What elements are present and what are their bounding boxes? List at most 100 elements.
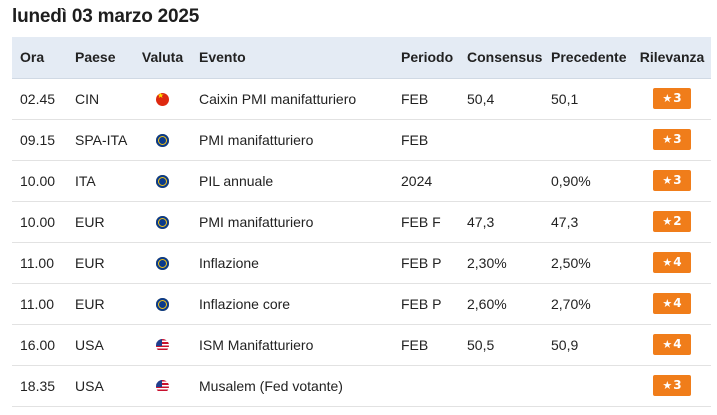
- table-row: 18.35 USA Musalem (Fed votante) ★3: [12, 365, 711, 407]
- cell-paese: ITA: [67, 160, 134, 202]
- cell-ora: 09.15: [12, 119, 67, 161]
- cell-consensus: [459, 365, 543, 407]
- relevance-value: 3: [673, 91, 682, 105]
- cell-valuta: [134, 78, 191, 120]
- star-icon: ★: [662, 297, 673, 310]
- relevance-badge[interactable]: ★4: [653, 293, 691, 314]
- cell-precedente: 47,3: [543, 201, 633, 243]
- cell-rilevanza: ★3: [633, 78, 711, 120]
- cell-consensus: [459, 160, 543, 202]
- cell-periodo: FEB F: [393, 201, 459, 243]
- us-flag-icon: [156, 338, 169, 352]
- page-title: lunedì 03 marzo 2025: [12, 6, 200, 27]
- cell-rilevanza: ★3: [633, 365, 711, 407]
- relevance-badge[interactable]: ★3: [653, 88, 691, 109]
- cell-evento: Inflazione: [191, 242, 393, 284]
- header-consensus: Consensus: [459, 37, 543, 79]
- relevance-value: 3: [673, 378, 682, 392]
- cell-paese: USA: [67, 324, 134, 366]
- header-rilevanza: Rilevanza: [633, 37, 711, 79]
- cell-periodo: FEB: [393, 119, 459, 161]
- cell-paese: EUR: [67, 242, 134, 284]
- cell-paese: EUR: [67, 201, 134, 243]
- header-valuta: Valuta: [134, 37, 191, 79]
- relevance-value: 4: [673, 296, 682, 310]
- cell-ora: 11.00: [12, 242, 67, 284]
- star-icon: ★: [662, 338, 673, 351]
- cell-paese: EUR: [67, 283, 134, 325]
- relevance-badge[interactable]: ★3: [653, 375, 691, 396]
- table-row: 16.00 USA ISM Manifatturiero FEB 50,5 50,9 ★4: [12, 324, 711, 366]
- eu-flag-icon: [156, 174, 169, 188]
- star-icon: ★: [662, 174, 673, 187]
- cell-precedente: [543, 119, 633, 161]
- cell-rilevanza: ★4: [633, 283, 711, 325]
- cell-valuta: [134, 324, 191, 366]
- cell-periodo: [393, 365, 459, 407]
- relevance-badge[interactable]: ★3: [653, 129, 691, 150]
- cell-precedente: 2,70%: [543, 283, 633, 325]
- cell-evento: PIL annuale: [191, 160, 393, 202]
- header-evento: Evento: [191, 37, 393, 79]
- cell-ora: 10.00: [12, 201, 67, 243]
- table-row: 11.00 EUR Inflazione core FEB P 2,60% 2,70% ★4: [12, 283, 711, 325]
- cell-valuta: [134, 160, 191, 202]
- cell-ora: 02.45: [12, 78, 67, 120]
- cell-valuta: [134, 119, 191, 161]
- header-ora: Ora: [12, 37, 67, 79]
- star-icon: ★: [662, 256, 673, 269]
- cell-paese: SPA-ITA: [67, 119, 134, 161]
- cell-valuta: [134, 242, 191, 284]
- economic-calendar-table: Ora Paese Valuta Evento Periodo Consensu…: [12, 37, 711, 407]
- relevance-badge[interactable]: ★2: [653, 211, 691, 232]
- cell-paese: CIN: [67, 78, 134, 120]
- cell-ora: 10.00: [12, 160, 67, 202]
- cell-valuta: [134, 283, 191, 325]
- cell-periodo: FEB: [393, 78, 459, 120]
- table-row: 10.00 ITA PIL annuale 2024 0,90% ★3: [12, 160, 711, 202]
- us-flag-icon: [156, 379, 169, 393]
- cell-ora: 16.00: [12, 324, 67, 366]
- star-icon: ★: [662, 379, 673, 392]
- table-row: 11.00 EUR Inflazione FEB P 2,30% 2,50% ★4: [12, 242, 711, 284]
- cell-consensus: 2,60%: [459, 283, 543, 325]
- cell-valuta: [134, 365, 191, 407]
- cell-periodo: FEB P: [393, 242, 459, 284]
- cell-rilevanza: ★3: [633, 160, 711, 202]
- relevance-value: 2: [673, 214, 682, 228]
- relevance-value: 3: [673, 173, 682, 187]
- cell-rilevanza: ★4: [633, 242, 711, 284]
- cell-rilevanza: ★3: [633, 119, 711, 161]
- cell-consensus: [459, 119, 543, 161]
- cell-evento: PMI manifatturiero: [191, 201, 393, 243]
- eu-flag-icon: [156, 133, 169, 147]
- header-periodo: Periodo: [393, 37, 459, 79]
- cell-evento: Caixin PMI manifatturiero: [191, 78, 393, 120]
- cell-paese: USA: [67, 365, 134, 407]
- cell-evento: Musalem (Fed votante): [191, 365, 393, 407]
- eu-flag-icon: [156, 297, 169, 311]
- cell-periodo: FEB P: [393, 283, 459, 325]
- cell-evento: Inflazione core: [191, 283, 393, 325]
- relevance-badge[interactable]: ★4: [653, 334, 691, 355]
- cell-precedente: 50,9: [543, 324, 633, 366]
- cell-consensus: 47,3: [459, 201, 543, 243]
- relevance-badge[interactable]: ★4: [653, 252, 691, 273]
- relevance-badge[interactable]: ★3: [653, 170, 691, 191]
- header-paese: Paese: [67, 37, 134, 79]
- cell-precedente: 2,50%: [543, 242, 633, 284]
- relevance-value: 4: [673, 255, 682, 269]
- cell-evento: ISM Manifatturiero: [191, 324, 393, 366]
- eu-flag-icon: [156, 215, 169, 229]
- cell-precedente: 0,90%: [543, 160, 633, 202]
- cell-ora: 11.00: [12, 283, 67, 325]
- cell-ora: 18.35: [12, 365, 67, 407]
- relevance-value: 3: [673, 132, 682, 146]
- cell-rilevanza: ★2: [633, 201, 711, 243]
- cell-valuta: [134, 201, 191, 243]
- china-flag-icon: [156, 92, 169, 106]
- cell-precedente: [543, 365, 633, 407]
- relevance-value: 4: [673, 337, 682, 351]
- cell-rilevanza: ★4: [633, 324, 711, 366]
